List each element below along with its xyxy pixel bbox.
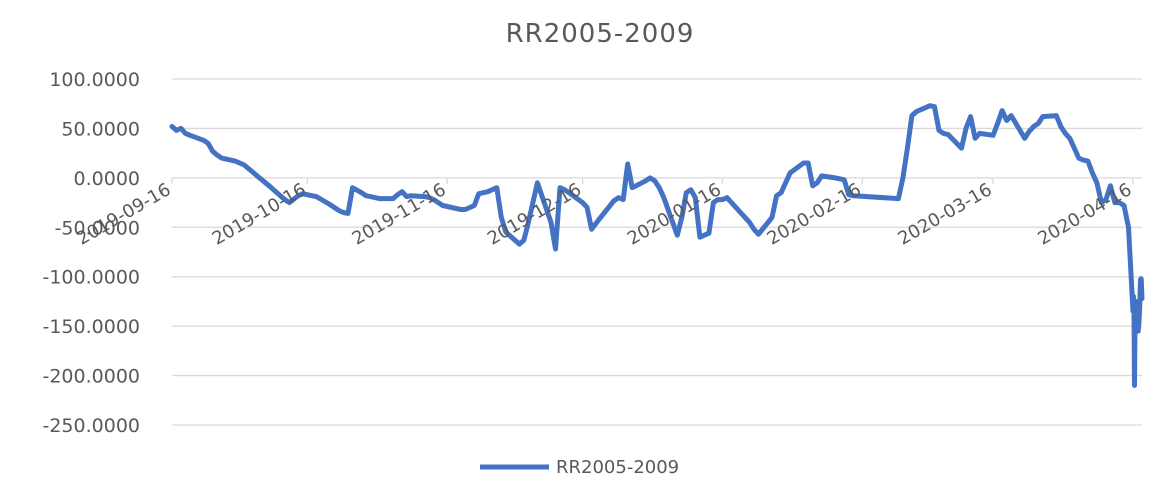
x-tick-label: 2019-10-16: [209, 179, 310, 249]
y-tick-label: -150.0000: [42, 316, 140, 338]
x-tick-label: 2020-02-16: [764, 179, 865, 249]
series-layer: [169, 103, 1145, 388]
y-axis-ticks: 100.0000 50.0000 0.0000 -50.0000 -100.0000 -1…: [42, 69, 140, 437]
x-tick-label: 2019-11-16: [349, 179, 450, 249]
y-tick-label: -100.0000: [42, 267, 140, 289]
grid-layer: [172, 78, 1142, 426]
y-tick-label: -50.0000: [55, 217, 140, 239]
legend-label: RR2005-2009: [556, 457, 679, 478]
x-tick-label: 2020-03-16: [895, 179, 996, 249]
x-tick-label: 2020-04-16: [1034, 179, 1135, 249]
chart-title: RR2005-2009: [506, 19, 695, 49]
y-tick-label: 100.0000: [49, 69, 140, 91]
y-tick-label: 0.0000: [74, 168, 140, 190]
y-tick-label: -200.0000: [42, 366, 140, 388]
legend: RR2005-2009: [480, 457, 679, 478]
y-tick-label: 50.0000: [61, 118, 140, 140]
y-tick-label: -250.0000: [42, 415, 140, 437]
series-line: [169, 103, 1145, 388]
